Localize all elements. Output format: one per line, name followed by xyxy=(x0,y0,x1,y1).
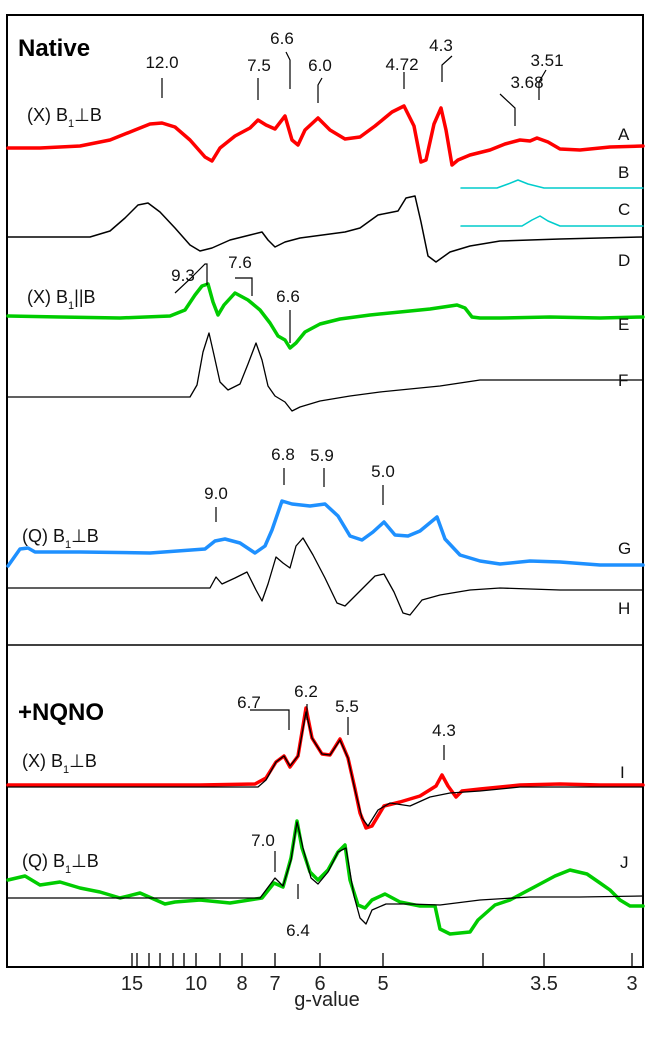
annotation-g-6.0: 6.0 xyxy=(308,56,332,103)
trace-c xyxy=(460,215,644,227)
trace-h xyxy=(7,537,644,616)
trace-letter-c: C xyxy=(618,200,630,219)
tick-label: 10 xyxy=(185,973,207,995)
annotation-g-6.4: 6.4 xyxy=(286,884,310,940)
trace-letter-j: J xyxy=(620,853,629,872)
trace-letter-i: I xyxy=(620,763,625,782)
section-title-nqno: +NQNO xyxy=(18,699,104,726)
annotation-g-4.3: 4.3 xyxy=(429,36,453,82)
annotation-label: 4.3 xyxy=(432,721,456,740)
trace-b xyxy=(460,179,644,189)
section-title-native: Native xyxy=(18,35,90,62)
annotation-label: 7.6 xyxy=(228,253,252,272)
annotation-g-12.0: 12.0 xyxy=(145,53,179,98)
trace-letter-h: H xyxy=(618,599,630,618)
annotation-label: 3.51 xyxy=(530,51,563,70)
annotation-label: 3.68 xyxy=(510,73,543,92)
annotation-g-6.6: 6.6 xyxy=(276,287,300,343)
annotation-label: 5.0 xyxy=(371,462,395,481)
annotation-label: 6.7 xyxy=(237,693,261,712)
annotation-g-9.0: 9.0 xyxy=(204,484,228,522)
trace-j-sim xyxy=(7,821,644,925)
annotation-g-3.68: 3.68 xyxy=(499,73,544,126)
annotation-g-4.72: 4.72 xyxy=(385,55,419,89)
annotation-label: 7.0 xyxy=(251,831,275,850)
annotation-g-7.0: 7.0 xyxy=(251,831,276,872)
annotation-label: 6.2 xyxy=(294,682,318,701)
condition-label-g: (Q) B1⊥B xyxy=(22,526,99,551)
x-axis-label: g-value xyxy=(294,989,360,1011)
annotation-g-5.0: 5.0 xyxy=(371,462,395,505)
trace-i xyxy=(6,706,645,830)
annotation-g-6.8: 6.8 xyxy=(271,445,295,485)
trace-letter-b: B xyxy=(618,163,629,182)
trace-letter-g: G xyxy=(618,539,631,558)
trace-e xyxy=(6,282,645,350)
trace-i-sim xyxy=(7,711,644,827)
trace-labels: ABC D E F G H I J (X) B1⊥B (X) B1||B (Q) B1⊥B (X) B… xyxy=(18,35,631,876)
annotation-label: 12.0 xyxy=(145,53,178,72)
plot-frame xyxy=(6,14,644,968)
annotation-label: 5.9 xyxy=(310,446,334,465)
annotation-label: 6.0 xyxy=(308,56,332,75)
trace-j xyxy=(6,819,645,936)
tick-label: 5 xyxy=(377,973,388,995)
annotation-label: 6.4 xyxy=(286,921,310,940)
annotation-g-6.7: 6.7 xyxy=(237,693,290,730)
x-axis: g-value 15 10 8 7 6 5 3.5 3 xyxy=(121,953,638,1011)
annotation-label: 6.6 xyxy=(270,29,294,48)
annotation-leader-line xyxy=(499,93,516,126)
annotation-label: 9.3 xyxy=(171,266,195,285)
annotation-leader-line xyxy=(441,55,453,82)
tick-label: 8 xyxy=(236,973,247,995)
annotation-leader-line xyxy=(250,709,290,730)
annotation-label: 9.0 xyxy=(204,484,228,503)
tick-label: 15 xyxy=(121,973,143,995)
annotation-g-5.5: 5.5 xyxy=(335,697,359,735)
annotation-g-6.6: 6.6 xyxy=(270,29,294,89)
trace-a xyxy=(6,104,645,167)
annotation-label: 4.3 xyxy=(429,36,453,55)
g-value-annotations: 12.0 7.5 6.6 6.0 4.72 4.3 3.68 3.51 9.3 7.6 6.6 9.0… xyxy=(145,29,563,940)
tick-label: 6 xyxy=(314,973,325,995)
trace-g xyxy=(6,499,645,568)
tick-label: 3 xyxy=(626,973,637,995)
annotation-g-6.2: 6.2 xyxy=(294,682,318,720)
annotation-label: 6.8 xyxy=(271,445,295,464)
annotation-g-4.3: 4.3 xyxy=(432,721,456,760)
condition-label-e: (X) B1||B xyxy=(27,287,96,312)
annotation-g-9.3: 9.3 xyxy=(171,263,208,294)
annotation-leader-line xyxy=(235,277,253,296)
annotation-label: 4.72 xyxy=(385,55,418,74)
annotation-leader-line xyxy=(174,263,208,294)
trace-letter-a: A xyxy=(618,125,630,144)
trace-d xyxy=(7,195,644,263)
annotation-label: 6.6 xyxy=(276,287,300,306)
annotation-label: 7.5 xyxy=(247,56,271,75)
trace-letter-f: F xyxy=(618,371,628,390)
annotation-leader-line xyxy=(285,51,291,89)
condition-label-j: (Q) B1⊥B xyxy=(22,851,99,876)
annotation-g-5.9: 5.9 xyxy=(310,446,334,487)
tick-label: 3.5 xyxy=(530,973,558,995)
spectra-traces xyxy=(6,104,645,936)
condition-label-a: (X) B1⊥B xyxy=(27,105,102,130)
annotation-g-3.51: 3.51 xyxy=(530,51,564,100)
plot-border xyxy=(6,14,644,968)
trace-f xyxy=(7,332,644,412)
annotation-leader-line xyxy=(317,77,323,103)
trace-letter-d: D xyxy=(618,251,630,270)
annotation-g-7.5: 7.5 xyxy=(247,56,271,100)
annotation-g-7.6: 7.6 xyxy=(228,253,253,296)
condition-label-i: (X) B1⊥B xyxy=(22,751,97,776)
annotation-label: 5.5 xyxy=(335,697,359,716)
tick-label: 7 xyxy=(269,973,280,995)
annotation-leader-line xyxy=(538,69,547,100)
trace-letter-e: E xyxy=(618,315,629,334)
